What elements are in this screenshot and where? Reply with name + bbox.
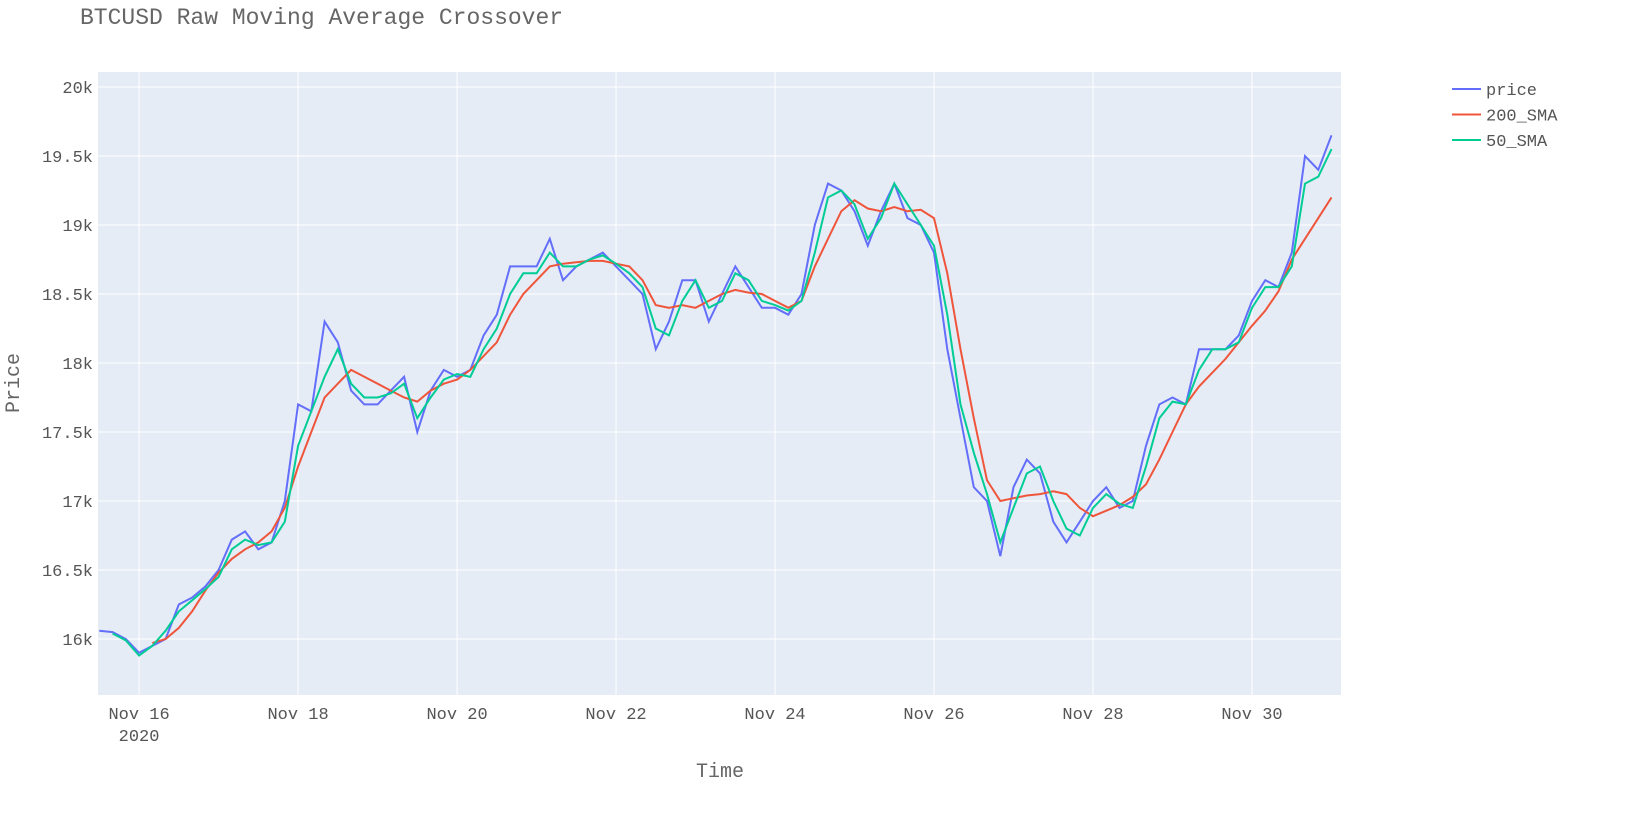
y-tick-label: 19k xyxy=(62,218,93,237)
x-tick-label: Nov 22 xyxy=(585,706,646,725)
plot-area xyxy=(98,72,1341,695)
chart-title: BTCUSD Raw Moving Average Crossover xyxy=(80,5,563,31)
y-tick-label: 19.5k xyxy=(42,149,93,168)
x-tick-label: Nov 24 xyxy=(744,706,805,725)
series-line xyxy=(152,196,1333,645)
x-tick-label: Nov 16 2020 xyxy=(108,706,169,747)
series-line xyxy=(112,148,1333,657)
legend-label: 50_SMA xyxy=(1486,133,1548,152)
y-tick-label: 20k xyxy=(62,80,93,99)
x-axis-title: Time xyxy=(696,761,744,784)
y-tick-label: 18.5k xyxy=(42,287,93,306)
x-tick-label: Nov 26 xyxy=(903,706,964,725)
legend-label: 200_SMA xyxy=(1486,108,1558,127)
x-tick-label: Nov 28 xyxy=(1062,706,1123,725)
y-tick-label: 17.5k xyxy=(42,425,93,444)
y-axis-title: Price xyxy=(3,353,26,413)
y-tick-label: 18k xyxy=(62,356,93,375)
x-tick-label: Nov 20 xyxy=(426,706,487,725)
x-tick-label: Nov 30 xyxy=(1221,706,1282,725)
x-tick-label: Nov 18 xyxy=(267,706,328,725)
legend-label: price xyxy=(1486,82,1537,101)
series-line xyxy=(99,134,1333,655)
y-tick-label: 17k xyxy=(62,494,93,513)
y-tick-label: 16.5k xyxy=(42,563,93,582)
y-tick-label: 16k xyxy=(62,632,93,651)
